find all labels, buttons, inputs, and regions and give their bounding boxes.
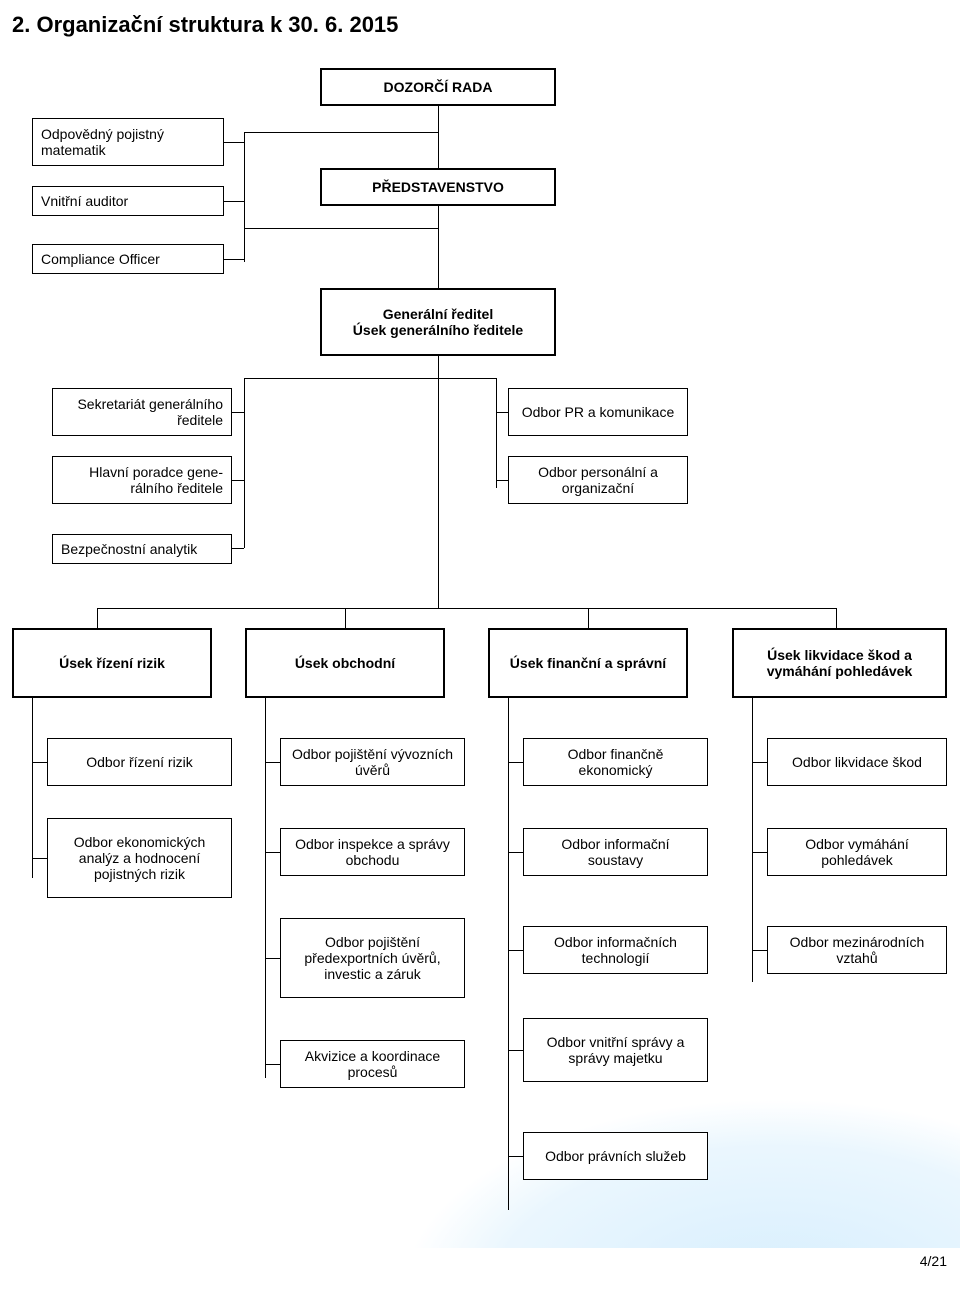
gd-line1: Generální ředitel [330,306,546,322]
connector [265,762,280,763]
connector [508,1156,523,1157]
connector [752,950,767,951]
connector [752,852,767,853]
box-odpovedny-matematik: Odpovědný pojistný matematik [32,118,224,166]
box-bezp-analytik: Bezpečnostní analytik [52,534,232,564]
connector [438,356,439,608]
box-vnitrni-auditor: Vnitřní auditor [32,186,224,216]
box-odbor-mezinarodnich-vztahu: Odbor meziná­rodních vztahů [767,926,947,974]
box-odbor-pravnich-sluzeb: Odbor právních služeb [523,1132,708,1180]
box-odbor-vymahani-pohledavek: Odbor vymáhání pohledávek [767,828,947,876]
connector [97,608,98,628]
connector [97,608,837,609]
connector [496,480,508,481]
box-sekretariat: Sekretariát generál­ního ředitele [52,388,232,436]
box-usek-financni: Úsek finanční a správní [488,628,688,698]
box-odbor-financne-ekonomicky: Odbor finančně ekonomický [523,738,708,786]
connector [244,378,245,548]
box-odbor-likvidace-skod: Odbor likvidace škod [767,738,947,786]
connector [244,378,438,379]
connector [836,608,837,628]
connector [508,762,523,763]
box-odbor-rizeni-rizik: Odbor řízení rizik [47,738,232,786]
connector [224,142,244,143]
connector [508,852,523,853]
box-odbor-pojisteni-vyvoznich: Odbor pojištění vývozních úvěrů [280,738,465,786]
connector [232,412,244,413]
box-odbor-vnitrni-spravy: Odbor vnitřní správy a správy majetku [523,1018,708,1082]
connector [752,698,753,982]
connector [265,698,266,1078]
box-odbor-inspekce: Odbor inspekce a správy obchodu [280,828,465,876]
box-compliance-officer: Compliance Officer [32,244,224,274]
box-usek-likvidace: Úsek likvidace škod a vymáhání pohledáve… [732,628,947,698]
connector [265,958,280,959]
page-heading: 2. Organizační struktura k 30. 6. 2015 [12,12,948,38]
org-chart: DOZORČÍ RADA Odpovědný pojistný matemati… [12,58,947,1278]
connector [508,1050,523,1051]
gd-line2: Úsek generálního ředitele [330,322,546,338]
connector [265,1064,280,1065]
connector [232,480,244,481]
connector [508,950,523,951]
box-odbor-ekonomickych-analyz: Odbor ekonomic­kých analýz a hodnocení p… [47,818,232,898]
connector [244,228,438,229]
connector [32,698,33,878]
connector [588,608,589,628]
box-usek-rizeni-rizik: Úsek řízení rizik [12,628,212,698]
connector [508,698,509,1210]
box-generalni-reditel: Generální ředitel Úsek generálního ředit… [320,288,556,356]
box-predstavenstvo: PŘEDSTAVENSTVO [320,168,556,206]
box-odbor-informacni-soustavy: Odbor informační soustavy [523,828,708,876]
connector [438,106,439,168]
box-odbor-informacnich-technologii: Odbor informačních technologií [523,926,708,974]
connector [232,548,244,549]
box-dozorci-rada: DOZORČÍ RADA [320,68,556,106]
connector [224,259,244,260]
box-akvizice: Akvizice a koordinace procesů [280,1040,465,1088]
box-odbor-personalni: Odbor personální a organizační [508,456,688,504]
connector [224,201,244,202]
connector [244,132,245,262]
connector [752,762,767,763]
connector [496,412,508,413]
box-odbor-pr: Odbor PR a komunikace [508,388,688,436]
box-usek-obchodni: Úsek obchodní [245,628,445,698]
connector [265,852,280,853]
box-odbor-pojisteni-predexportnich: Odbor pojištění předexportních úvěrů, in… [280,918,465,998]
connector [438,206,439,288]
connector [496,378,497,488]
connector [345,608,346,628]
box-hlavni-poradce: Hlavní poradce gene­rálního ředitele [52,456,232,504]
connector [244,132,438,133]
page-number: 4/21 [920,1253,947,1269]
connector [32,762,47,763]
connector [438,378,496,379]
connector [32,858,47,859]
